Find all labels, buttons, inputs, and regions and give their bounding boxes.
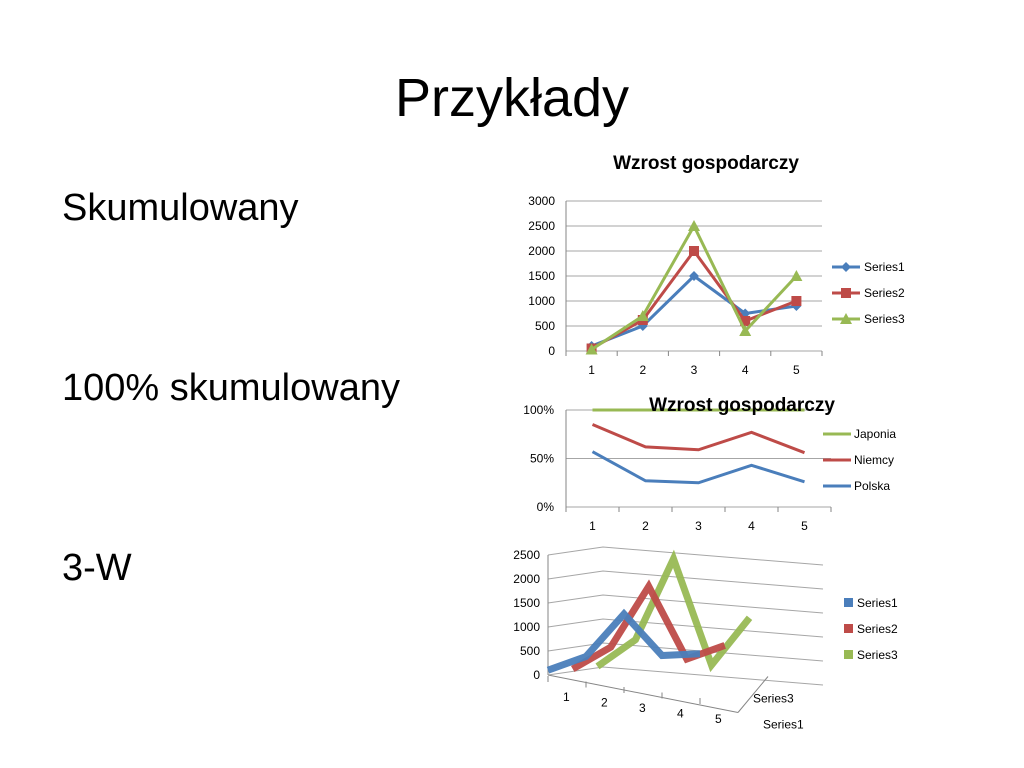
x-tick-label: 4 bbox=[677, 706, 684, 720]
legend-label: Niemcy bbox=[854, 453, 894, 467]
x-tick-label: 5 bbox=[801, 519, 808, 533]
chart-title: Wzrost gospodarczy bbox=[613, 153, 799, 174]
data-point bbox=[585, 343, 598, 355]
percent-stacked-line-chart: 0% 50% 100% 1 2 3 4 5 Wzrost gospodarczy Japonia N… bbox=[523, 395, 896, 533]
y-tick-label: 500 bbox=[520, 644, 540, 658]
3d-line-chart: 0 500 1000 1500 2000 2500 1 2 3 4 5 Series1 Series3 S… bbox=[513, 546, 898, 731]
legend-label: Series2 bbox=[857, 622, 898, 636]
depth-label: Series1 bbox=[763, 718, 804, 731]
legend-label: Series3 bbox=[857, 648, 898, 662]
legend-swatch bbox=[844, 598, 853, 607]
x-tick-label: 2 bbox=[642, 519, 649, 533]
data-point bbox=[791, 296, 802, 306]
series-ribbon-series1 bbox=[546, 608, 701, 674]
data-point bbox=[739, 325, 752, 336]
x-tick-label: 5 bbox=[793, 363, 800, 377]
gridline bbox=[547, 546, 824, 566]
gridline bbox=[547, 666, 824, 686]
gridline bbox=[547, 618, 824, 638]
bullet-100-stacked: 100% skumulowany bbox=[62, 367, 400, 409]
depth-label: Series3 bbox=[753, 692, 794, 706]
x-tick-label: 1 bbox=[589, 519, 596, 533]
y-tick-label: 0 bbox=[533, 668, 540, 682]
series-line-polska bbox=[591, 450, 805, 485]
data-point bbox=[689, 246, 699, 256]
series-line-niemcy bbox=[591, 423, 806, 455]
y-tick-label: 2000 bbox=[513, 572, 540, 586]
y-tick-label: 100% bbox=[523, 403, 554, 417]
x-tick-label: 1 bbox=[563, 690, 570, 704]
legend-label: Series1 bbox=[857, 596, 898, 610]
legend-swatch bbox=[844, 650, 853, 659]
x-tick-label: 4 bbox=[748, 519, 755, 533]
series-line-series3 bbox=[590, 222, 798, 351]
x-tick-label: 5 bbox=[715, 712, 722, 726]
data-point bbox=[688, 220, 700, 231]
legend-marker bbox=[841, 262, 851, 272]
y-tick-label: 1000 bbox=[513, 620, 540, 634]
legend-label: Series3 bbox=[864, 312, 905, 326]
y-tick-label: 3000 bbox=[528, 194, 555, 208]
series-ribbon-series3 bbox=[595, 549, 753, 673]
legend-label: Series2 bbox=[864, 286, 905, 300]
y-tick-label: 2000 bbox=[528, 244, 555, 258]
x-tick-label: 3 bbox=[695, 519, 702, 533]
legend-label: Series1 bbox=[864, 260, 905, 274]
y-tick-label: 0% bbox=[537, 500, 555, 514]
bullet-stacked: Skumulowany bbox=[62, 187, 299, 229]
x-tick-label: 2 bbox=[639, 363, 646, 377]
y-tick-label: 2500 bbox=[528, 219, 555, 233]
data-point bbox=[636, 310, 649, 321]
legend-marker bbox=[840, 313, 852, 324]
y-tick-label: 0 bbox=[548, 344, 555, 358]
bullet-3d: 3-W bbox=[62, 547, 132, 589]
depth-axis bbox=[737, 676, 769, 713]
gridline bbox=[547, 642, 824, 662]
y-tick-label: 50% bbox=[530, 452, 554, 466]
gridline bbox=[547, 594, 824, 614]
legend-swatch bbox=[844, 624, 853, 633]
x-tick-label: 3 bbox=[691, 363, 698, 377]
y-tick-label: 1000 bbox=[528, 294, 555, 308]
data-point bbox=[790, 270, 803, 281]
chart-title: Wzrost gospodarczy bbox=[649, 395, 835, 416]
gridline bbox=[547, 570, 824, 590]
x-tick-label: 4 bbox=[742, 363, 749, 377]
legend-label: Polska bbox=[854, 479, 890, 493]
data-point bbox=[689, 271, 699, 281]
x-tick-label: 1 bbox=[588, 363, 595, 377]
stacked-line-chart: Wzrost gospodarczy 0 500 1000 1500 2000 2500 30… bbox=[528, 153, 905, 377]
y-tick-label: 1500 bbox=[528, 269, 555, 283]
legend-marker bbox=[841, 288, 851, 298]
x-tick-label: 3 bbox=[639, 701, 646, 715]
y-tick-label: 2500 bbox=[513, 548, 540, 562]
slide-title: Przykłady bbox=[394, 68, 630, 128]
y-tick-label: 1500 bbox=[513, 596, 540, 610]
data-point bbox=[740, 316, 751, 326]
legend-label: Japonia bbox=[854, 427, 896, 441]
y-tick-label: 500 bbox=[535, 319, 555, 333]
x-tick-label: 2 bbox=[601, 695, 608, 709]
x-axis bbox=[547, 674, 739, 713]
